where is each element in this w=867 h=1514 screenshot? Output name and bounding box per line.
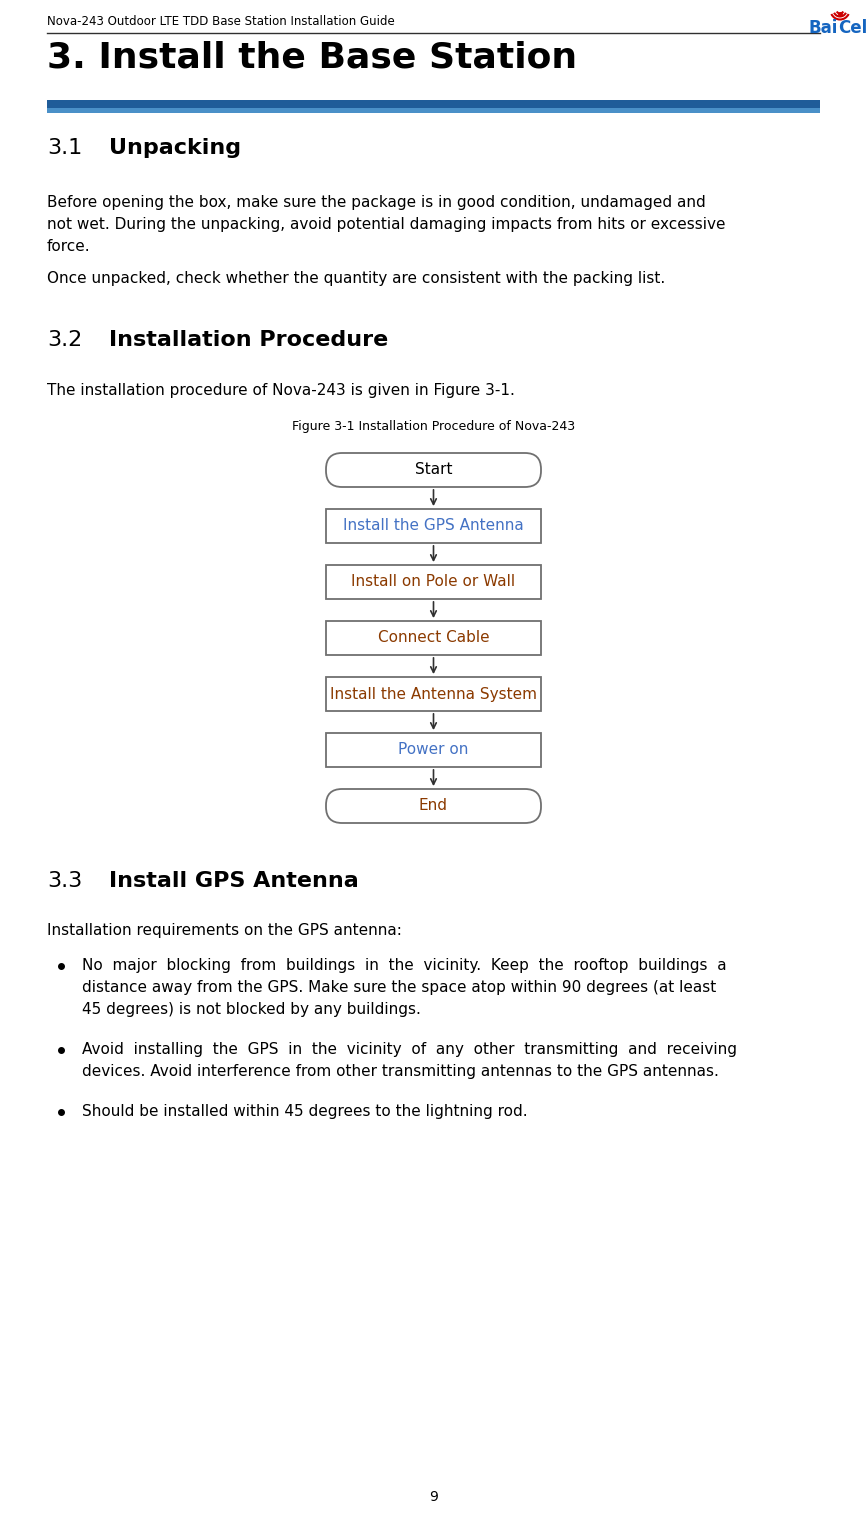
Text: Figure 3-1 Installation Procedure of Nova-243: Figure 3-1 Installation Procedure of Nov… [292,419,575,433]
FancyBboxPatch shape [326,789,541,824]
Text: Installation Procedure: Installation Procedure [109,330,388,350]
Text: not wet. During the unpacking, avoid potential damaging impacts from hits or exc: not wet. During the unpacking, avoid pot… [47,217,726,232]
Text: Install the Antenna System: Install the Antenna System [330,686,537,701]
Text: The installation procedure of Nova-243 is given in Figure 3-1.: The installation procedure of Nova-243 i… [47,383,515,398]
Bar [326,733,541,768]
Text: Install on Pole or Wall: Install on Pole or Wall [351,574,516,589]
Bar [326,677,541,712]
Text: Nova-243 Outdoor LTE TDD Base Station Installation Guide: Nova-243 Outdoor LTE TDD Base Station In… [47,15,394,27]
Text: distance away from the GPS. Make sure the space atop within 90 degrees (at least: distance away from the GPS. Make sure th… [82,980,716,995]
Text: No  major  blocking  from  buildings  in  the  vicinity.  Keep  the  rooftop  bu: No major blocking from buildings in the … [82,958,727,974]
Text: Start: Start [414,462,453,477]
Text: Once unpacked, check whether the quantity are consistent with the packing list.: Once unpacked, check whether the quantit… [47,271,665,286]
Text: Install GPS Antenna: Install GPS Antenna [109,871,359,892]
Text: End: End [419,798,448,813]
Text: force.: force. [47,239,91,254]
Text: Unpacking: Unpacking [109,138,241,157]
Bar [326,509,541,544]
Text: Install the GPS Antenna: Install the GPS Antenna [343,518,524,533]
Text: Before opening the box, make sure the package is in good condition, undamaged an: Before opening the box, make sure the pa… [47,195,706,210]
Text: Avoid  installing  the  GPS  in  the  vicinity  of  any  other  transmitting  an: Avoid installing the GPS in the vicinity… [82,1042,737,1057]
Bar [47,107,820,114]
Text: 45 degrees) is not blocked by any buildings.: 45 degrees) is not blocked by any buildi… [82,1002,420,1017]
Text: 3. Install the Base Station: 3. Install the Base Station [47,39,577,74]
Text: Installation requirements on the GPS antenna:: Installation requirements on the GPS ant… [47,924,402,939]
Text: 3.1: 3.1 [47,138,82,157]
Bar [326,621,541,656]
Text: 3.2: 3.2 [47,330,82,350]
Text: Should be installed within 45 degrees to the lightning rod.: Should be installed within 45 degrees to… [82,1104,528,1119]
Text: Bai: Bai [809,20,838,36]
Text: Power on: Power on [398,742,469,757]
Text: Cells: Cells [838,20,867,36]
Text: Connect Cable: Connect Cable [378,630,489,645]
FancyBboxPatch shape [326,453,541,488]
Bar [326,565,541,600]
Text: 3.3: 3.3 [47,871,82,892]
Text: 9: 9 [429,1490,438,1503]
Text: devices. Avoid interference from other transmitting antennas to the GPS antennas: devices. Avoid interference from other t… [82,1064,719,1079]
Bar [47,100,820,107]
